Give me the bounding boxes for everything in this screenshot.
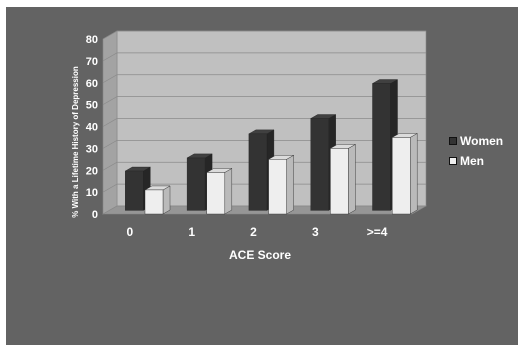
bar-side: [410, 133, 418, 215]
bars: [124, 79, 418, 215]
bar-front: [330, 148, 349, 215]
bar-side: [162, 185, 171, 215]
x-tick-label: 3: [312, 225, 319, 239]
bar-side: [224, 168, 233, 215]
x-tick-label: 0: [127, 225, 134, 239]
bar-side: [286, 154, 294, 215]
bar-men: [206, 168, 233, 215]
bar-men: [329, 144, 357, 215]
bar-front: [268, 159, 287, 215]
y-tick-label: 80: [86, 34, 98, 46]
slide-background: 0 10 20 30 40 50 60 70 80 0 1 2 3 >=4 % With a Lifet…: [6, 7, 518, 345]
y-axis-title-wrap: % With a Lifetime History of Depression: [26, 57, 126, 227]
bar-men: [144, 185, 171, 215]
gridline: [102, 52, 426, 62]
legend-item-men: Men: [449, 151, 503, 171]
bar-front: [186, 157, 206, 211]
bar-chart: 0 10 20 30 40 50 60 70 80 0 1 2 3 >=4: [86, 30, 428, 239]
x-tick-label: >=4: [367, 225, 388, 239]
y-tick-labels: 0 10 20 30 40 50 60 70 80: [86, 34, 98, 221]
y-tick-label: 50: [86, 100, 98, 112]
x-tick-label: 1: [188, 225, 195, 239]
y-tick-label: 10: [86, 187, 98, 199]
x-tick-labels: 0 1 2 3 >=4: [127, 225, 388, 239]
bar-front: [248, 133, 268, 211]
y-tick-label: 30: [86, 143, 98, 155]
y-tick-label: 60: [86, 78, 98, 90]
bar-men: [267, 154, 295, 215]
bar-front: [310, 118, 329, 211]
bar-men: [391, 133, 418, 215]
bar-front: [372, 83, 391, 211]
bar-front: [125, 170, 144, 211]
gridline: [102, 30, 426, 40]
y-tick-label: 20: [86, 165, 98, 177]
y-tick-label: 0: [92, 209, 98, 221]
x-axis-title: ACE Score: [228, 248, 292, 262]
legend-item-women: Women: [449, 131, 503, 151]
legend-label-men: Men: [460, 154, 484, 168]
bar-side: [348, 144, 356, 215]
legend-label-women: Women: [460, 134, 504, 148]
x-tick-label: 2: [250, 225, 257, 239]
bar-front: [206, 172, 226, 215]
legend-swatch-women: [449, 137, 457, 145]
gridline: [102, 96, 426, 105]
legend: Women Men: [449, 131, 503, 171]
bar-front: [392, 137, 411, 215]
y-tick-label: 70: [86, 56, 98, 68]
y-axis-title: % With a Lifetime History of Depression: [71, 66, 80, 218]
legend-swatch-men: [449, 157, 457, 165]
bar-front: [144, 189, 164, 215]
y-tick-label: 40: [86, 122, 98, 134]
gridline: [102, 74, 426, 84]
